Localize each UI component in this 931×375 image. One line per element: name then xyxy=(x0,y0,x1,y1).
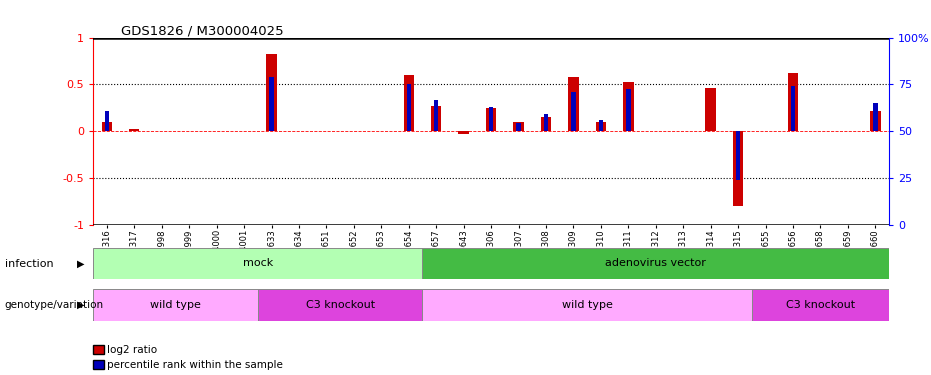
Text: ▶: ▶ xyxy=(77,259,85,268)
Bar xyxy=(513,122,524,131)
Bar xyxy=(269,77,274,131)
Bar xyxy=(568,77,579,131)
Bar xyxy=(870,111,881,131)
Bar xyxy=(735,131,740,180)
Bar xyxy=(266,54,277,131)
Text: adenovirus vector: adenovirus vector xyxy=(605,258,707,268)
Bar xyxy=(544,114,548,131)
Bar xyxy=(458,131,469,134)
Bar xyxy=(596,122,606,131)
Bar xyxy=(434,100,439,131)
Bar xyxy=(101,122,112,131)
Text: GDS1826 / M300004025: GDS1826 / M300004025 xyxy=(121,24,284,38)
Text: infection: infection xyxy=(5,259,53,268)
Text: genotype/variation: genotype/variation xyxy=(5,300,103,309)
Bar xyxy=(407,84,411,131)
Bar xyxy=(733,131,743,206)
Text: C3 knockout: C3 knockout xyxy=(786,300,855,310)
Bar xyxy=(788,73,798,131)
Bar xyxy=(258,289,423,321)
Bar xyxy=(431,106,441,131)
Bar xyxy=(423,248,889,279)
Bar xyxy=(486,108,496,131)
Bar xyxy=(104,111,109,131)
Text: percentile rank within the sample: percentile rank within the sample xyxy=(107,360,283,370)
Bar xyxy=(129,129,140,131)
Bar xyxy=(541,117,551,131)
Bar xyxy=(517,123,520,131)
Text: ▶: ▶ xyxy=(77,300,85,309)
Text: mock: mock xyxy=(243,258,273,268)
Bar xyxy=(93,289,258,321)
Text: C3 knockout: C3 knockout xyxy=(305,300,374,310)
Bar xyxy=(423,289,752,321)
Bar xyxy=(93,248,423,279)
Bar xyxy=(489,107,493,131)
Text: wild type: wild type xyxy=(561,300,613,310)
Bar xyxy=(403,75,414,131)
Bar xyxy=(599,120,603,131)
Text: log2 ratio: log2 ratio xyxy=(107,345,157,355)
Text: wild type: wild type xyxy=(150,300,201,310)
Bar xyxy=(752,289,889,321)
Bar xyxy=(623,82,634,131)
Bar xyxy=(706,88,716,131)
Bar xyxy=(873,103,878,131)
Bar xyxy=(790,86,795,131)
Bar xyxy=(627,89,630,131)
Bar xyxy=(572,92,575,131)
